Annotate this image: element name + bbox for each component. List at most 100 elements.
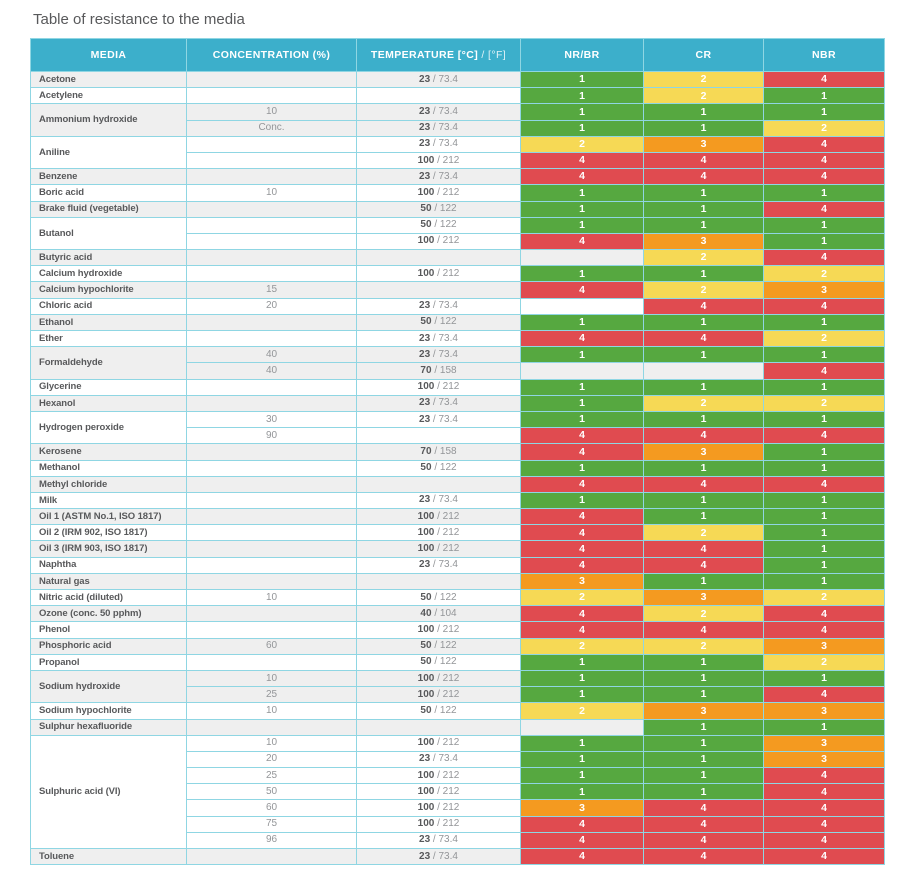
concentration-cell xyxy=(186,313,357,332)
rating-cell-nrbr: 1 xyxy=(520,734,644,752)
temperature-cell: 100 / 212 xyxy=(356,151,521,170)
rating-cell-nrbr: 1 xyxy=(520,200,644,218)
temperature-fahrenheit: / 122 xyxy=(431,591,457,603)
rating-cell-nbr: 1 xyxy=(763,572,885,591)
temperature-celsius: 100 xyxy=(417,688,435,700)
media-cell: Toluene xyxy=(30,847,187,866)
rating-cell-nbr: 1 xyxy=(763,346,885,364)
temperature-fahrenheit: / 73.4 xyxy=(430,413,458,425)
temperature-cell xyxy=(356,427,521,445)
temperature-cell: 23 / 73.4 xyxy=(356,556,521,574)
rating-cell-nbr: 2 xyxy=(763,394,885,412)
rating-cell-nrbr: 1 xyxy=(520,216,644,234)
temperature-celsius: 100 xyxy=(417,267,435,279)
table-row: Methyl chloride 4 4 4 xyxy=(30,475,885,493)
temperature-cell xyxy=(356,281,521,299)
temperature-celsius: 100 xyxy=(417,186,435,198)
concentration-cell xyxy=(186,540,357,558)
rating-cell-cr: 1 xyxy=(643,313,764,332)
concentration-cell: 75 xyxy=(186,815,357,833)
rating-cell-nbr: 2 xyxy=(763,119,885,137)
rating-cell-nbr: 1 xyxy=(763,232,885,251)
concentration-cell: 40 xyxy=(186,362,357,380)
table-row: Aniline 23 / 73.4 2 3 4 xyxy=(30,135,885,170)
rating-cell-nbr: 3 xyxy=(763,281,885,299)
temperature-fahrenheit: / 73.4 xyxy=(430,73,458,85)
temperature-fahrenheit: / 73.4 xyxy=(430,850,458,862)
temperature-fahrenheit: / 212 xyxy=(434,543,460,555)
table-row: Brake fluid (vegetable) 50 / 122 1 1 4 xyxy=(30,200,885,218)
temperature-cell: 23 / 73.4 xyxy=(356,168,521,186)
concentration-cell xyxy=(186,151,357,170)
temperature-fahrenheit: / 212 xyxy=(434,623,460,635)
rating-cell-cr: 1 xyxy=(643,216,764,234)
rating-cell-nbr: 4 xyxy=(763,151,885,170)
rating-cell-nrbr: 4 xyxy=(520,847,644,866)
rating-cell-nrbr: 4 xyxy=(520,605,644,623)
table-row: Ethanol 50 / 122 1 1 1 xyxy=(30,313,885,332)
rating-cell-cr: 1 xyxy=(643,653,764,671)
rating-cell-cr: 3 xyxy=(643,588,764,607)
rating-cell-nrbr: 4 xyxy=(520,281,644,299)
media-cell: Naphtha xyxy=(30,556,187,574)
rating-cell-cr: 1 xyxy=(643,346,764,364)
temperature-celsius: 23 xyxy=(419,850,431,862)
media-cell: Sulphur hexafluoride xyxy=(30,718,187,736)
temperature-celsius: 23 xyxy=(419,397,431,409)
temperature-fahrenheit: / 122 xyxy=(431,316,457,328)
rating-cell-cr: 2 xyxy=(643,281,764,299)
column-header-temperature: TEMPERATURE [°C] / [°F] xyxy=(356,38,521,72)
rating-cell-nbr: 1 xyxy=(763,443,885,461)
rating-cell-nrbr: 1 xyxy=(520,750,644,769)
temperature-cell: 100 / 212 xyxy=(356,799,521,817)
temperature-celsius: 100 xyxy=(417,785,435,797)
table-row: Sulphuric acid (VI) 10 100 / 212 1 1 3 xyxy=(30,734,885,850)
table-row: Ether 23 / 73.4 4 4 2 xyxy=(30,329,885,348)
temperature-fahrenheit: / 212 xyxy=(434,737,460,749)
media-cell: Sodium hypochlorite xyxy=(30,702,187,720)
temperature-cell: 100 / 212 xyxy=(356,508,521,526)
temperature-celsius: 23 xyxy=(419,834,431,846)
temperature-cell: 23 / 73.4 xyxy=(356,491,521,510)
table-row: Benzene 23 / 73.4 4 4 4 xyxy=(30,168,885,186)
media-cell: Boric acid xyxy=(30,184,187,202)
table-row: Sodium hypochlorite 10 50 / 122 2 3 3 xyxy=(30,702,885,720)
rating-cell-nbr: 4 xyxy=(763,783,885,801)
rating-cell-nbr: 4 xyxy=(763,427,885,445)
rating-cell-nbr: 4 xyxy=(763,362,885,380)
rating-cell-nbr: 3 xyxy=(763,637,885,655)
concentration-cell xyxy=(186,216,357,234)
temperature-fahrenheit: / 212 xyxy=(434,154,460,166)
rating-cell-nrbr: 4 xyxy=(520,556,644,574)
column-header-media: MEDIA xyxy=(30,38,187,72)
temperature-cell: 100 / 212 xyxy=(356,184,521,202)
rating-cell-nrbr: 1 xyxy=(520,459,644,477)
media-cell: Propanol xyxy=(30,653,187,671)
rating-cell-nrbr: 1 xyxy=(520,491,644,510)
table-row: Ozone (conc. 50 pphm) 40 / 104 4 2 4 xyxy=(30,605,885,623)
table-body: Acetone 23 / 73.4 1 2 4 Acetylene 1 2 1 Ammonium … xyxy=(30,70,885,866)
temperature-celsius: 23 xyxy=(419,332,431,344)
rating-cell-cr: 4 xyxy=(643,427,764,445)
concentration-cell: 25 xyxy=(186,767,357,785)
rating-cell-nbr: 4 xyxy=(763,249,885,267)
temperature-cell: 23 / 73.4 xyxy=(356,135,521,153)
rating-cell-nrbr: 1 xyxy=(520,87,644,105)
media-cell: Butyric acid xyxy=(30,249,187,267)
temperature-celsius: 23 xyxy=(419,105,431,117)
temperature-fahrenheit: / 122 xyxy=(431,462,457,474)
rating-cell-nrbr: 3 xyxy=(520,572,644,591)
rating-cell-nbr: 1 xyxy=(763,103,885,121)
table-row: Methanol 50 / 122 1 1 1 xyxy=(30,459,885,477)
temperature-cell: 100 / 212 xyxy=(356,815,521,833)
temperature-cell: 100 / 212 xyxy=(356,232,521,251)
concentration-cell: 30 xyxy=(186,410,357,429)
temperature-fahrenheit: / 212 xyxy=(434,818,460,830)
rating-cell-nrbr: 1 xyxy=(520,378,644,396)
table-row: 25 100 / 212 1 1 4 xyxy=(31,686,885,704)
table-row: Butanol 50 / 122 1 1 1 xyxy=(30,216,885,251)
table-row: Formaldehyde 40 23 / 73.4 1 1 1 xyxy=(30,346,885,380)
media-cell: Kerosene xyxy=(30,443,187,461)
rating-cell-nrbr: 4 xyxy=(520,475,644,493)
temperature-fahrenheit: / 73.4 xyxy=(430,300,458,312)
